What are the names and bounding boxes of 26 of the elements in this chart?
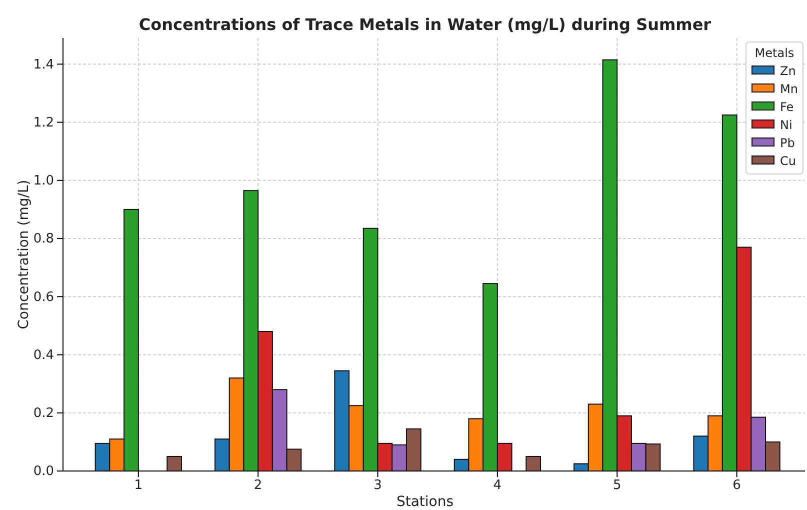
legend-title: Metals — [754, 46, 794, 60]
y-tick-label: 1.4 — [33, 57, 54, 72]
x-tick-label: 6 — [732, 478, 741, 494]
y-tick-label: 1.0 — [33, 174, 54, 189]
x-tick-label: 3 — [374, 478, 382, 494]
legend-label: Ni — [780, 118, 792, 132]
y-tick-label: 0.2 — [33, 406, 54, 422]
y-tick-label: 0.0 — [33, 464, 54, 480]
y-axis-title: Concentration (mg/L) — [16, 180, 32, 330]
x-tick-label: 1 — [134, 478, 143, 494]
y-tick-label: 0.8 — [33, 232, 54, 247]
x-tick-label: 4 — [493, 478, 502, 494]
bar — [526, 456, 542, 472]
y-tick-label: 0.4 — [33, 348, 54, 363]
x-tick-label: 2 — [254, 478, 262, 494]
y-tick-label: 0.6 — [33, 290, 54, 305]
bar — [166, 456, 182, 472]
legend-label: Pb — [780, 136, 795, 150]
x-tick-label: 5 — [612, 478, 622, 494]
legend-label: Fe — [780, 100, 794, 114]
legend-label: Zn — [780, 64, 796, 78]
legend-label: Mn — [780, 82, 798, 96]
x-axis-title: Stations — [396, 494, 454, 510]
y-tick-label: 1.2 — [33, 115, 54, 130]
legend-label: Cu — [780, 154, 796, 168]
chart-title: Concentrations of Trace Metals in Water (mg/L) during Summer — [138, 15, 712, 34]
